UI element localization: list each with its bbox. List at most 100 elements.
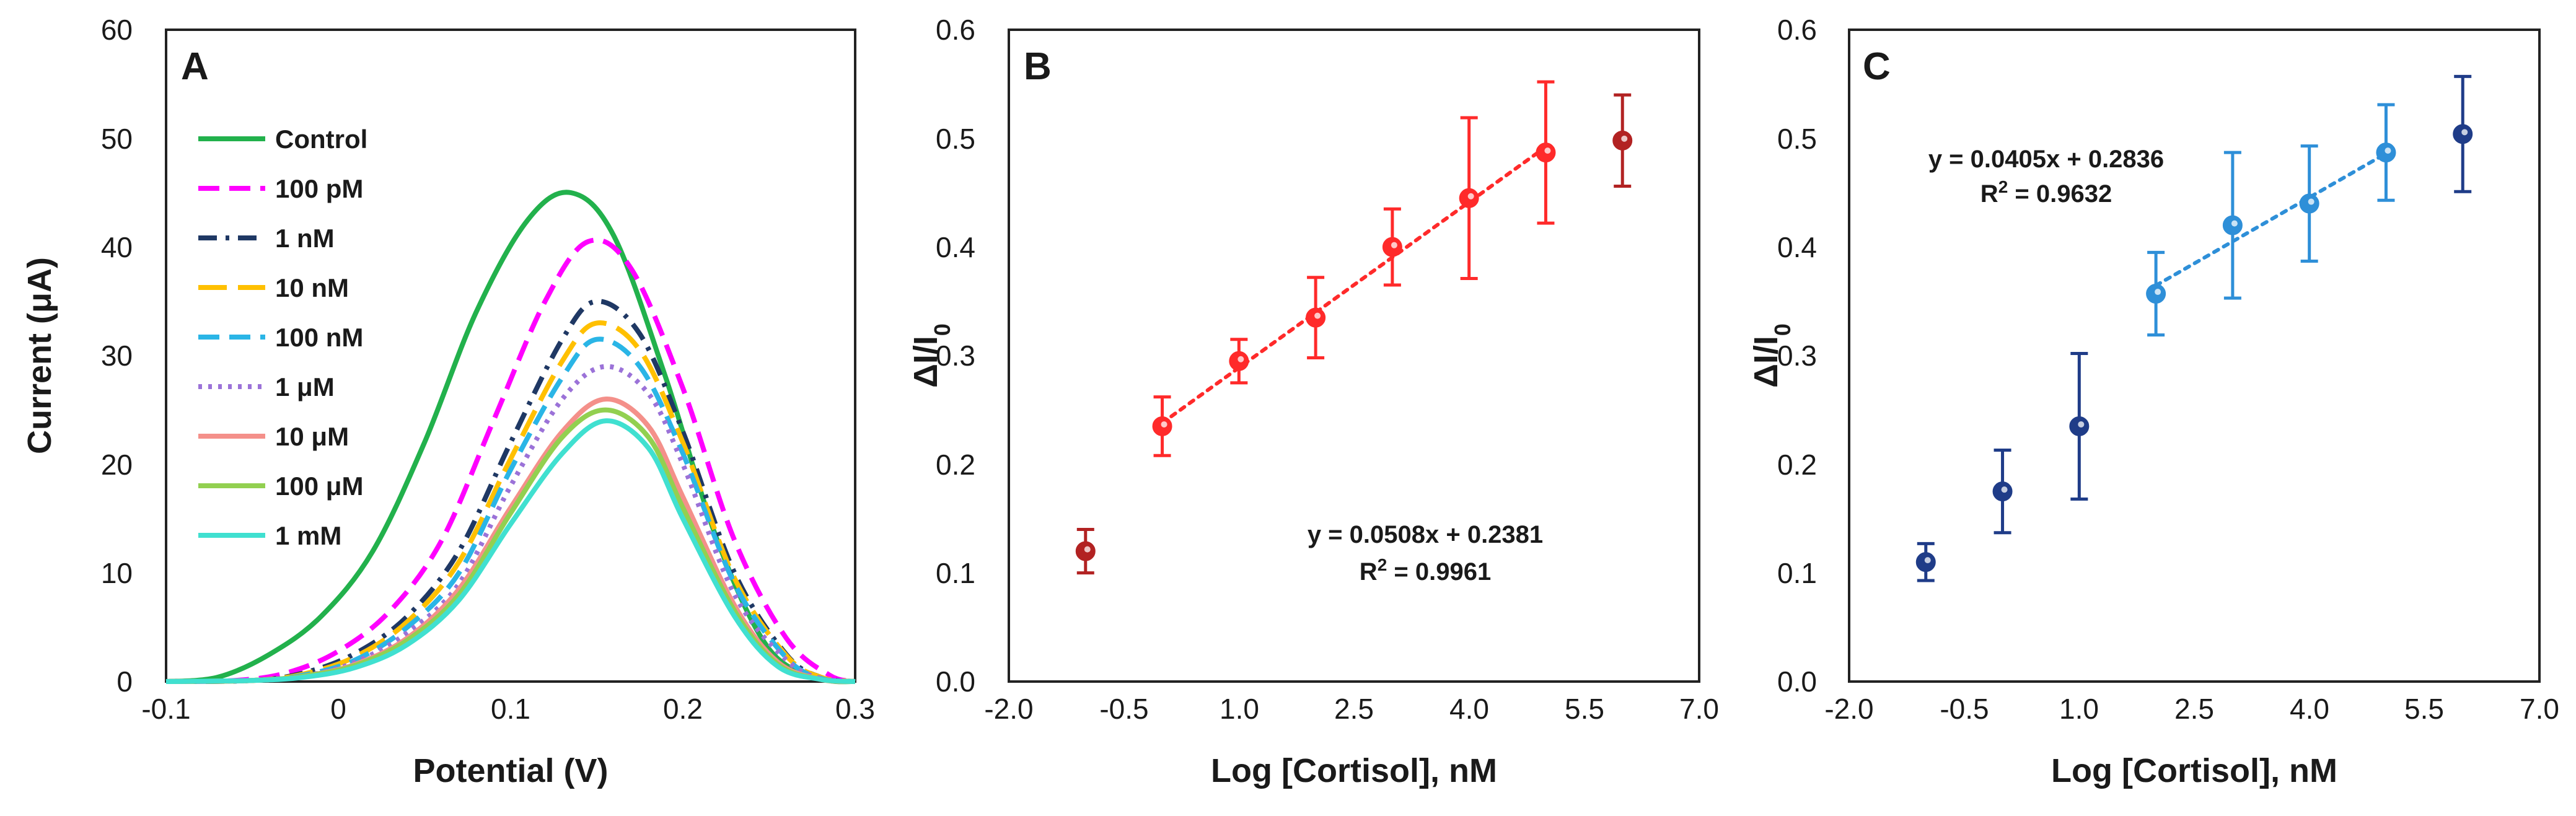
panel-b-x-ticks: -2.0 -0.5 1.0 2.5 4.0 5.5 7.0 <box>984 693 1719 725</box>
panel-b-equation: y = 0.0508x + 0.2381 <box>1308 521 1543 548</box>
panel-c-plot-area <box>1848 29 2541 683</box>
panel-c-ytick-label: 0.6 <box>1777 14 1817 46</box>
panel-a-xtick-label: -0.1 <box>141 693 190 725</box>
panel-b-ytick-label: 0.4 <box>936 231 975 263</box>
point-highlight <box>2001 486 2008 493</box>
panel-b-r-squared: R2 = 0.9961 <box>1360 555 1491 586</box>
panel-c-equation: y = 0.0405x + 0.2836 <box>1928 146 2164 173</box>
panel-c-xtick-label: 2.5 <box>2174 693 2214 725</box>
panel-b-ytick-label: 0.0 <box>936 665 975 698</box>
data-point <box>1306 276 1326 360</box>
panel-a-ytick-label: 60 <box>101 14 133 46</box>
panel-a-curves <box>165 190 856 685</box>
panel-b-r2-value: = 0.9961 <box>1387 558 1491 586</box>
panel-a-letter: A <box>181 45 209 88</box>
legend-label: 10 μM <box>275 422 349 451</box>
panel-b-xtick-label: 4.0 <box>1449 693 1489 725</box>
data-point <box>1075 528 1096 575</box>
panel-b-ytick-label: 0.1 <box>936 557 975 589</box>
panel-b-r2-prefix: R <box>1360 558 1378 586</box>
panel-c-y-ticks: 0.0 0.1 0.2 0.3 0.4 0.5 0.6 <box>1777 14 1817 698</box>
panel-c-letter: C <box>1863 45 1891 88</box>
point-highlight <box>2231 220 2238 227</box>
panel-c-xtick-label: -2.0 <box>1824 693 1873 725</box>
panel-a-y-ticks: 0 10 20 30 40 50 60 <box>101 14 133 698</box>
panel-b-xtick-label: 7.0 <box>1679 693 1719 725</box>
panel-b-ytick-label: 0.3 <box>936 340 975 372</box>
panel-a: 0 10 20 30 40 50 60 -0.1 0 0.1 0.2 0.3 P… <box>21 14 875 789</box>
data-point <box>2146 250 2166 337</box>
panel-c-y-axis-title: ΔI/I0 <box>1747 323 1795 388</box>
point-highlight <box>1621 135 1628 142</box>
panel-a-ytick-label: 40 <box>101 231 133 263</box>
panel-b-plot-area <box>1008 29 1700 683</box>
legend-label: 1 μM <box>275 372 335 401</box>
panel-c-r2-value: = 0.9632 <box>2008 180 2112 208</box>
panel-a-ytick-label: 50 <box>101 123 133 155</box>
data-point <box>2376 103 2396 202</box>
panel-b-y-ticks: 0.0 0.1 0.2 0.3 0.4 0.5 0.6 <box>936 14 975 698</box>
point-highlight <box>1084 546 1091 553</box>
panel-b-xtick-label: -0.5 <box>1099 693 1148 725</box>
panel-c-xtick-label: 5.5 <box>2404 693 2444 725</box>
legend-label: 100 μM <box>275 472 363 501</box>
panel-a-x-ticks: -0.1 0 0.1 0.2 0.3 <box>141 693 875 725</box>
data-point <box>2299 144 2319 263</box>
point-highlight <box>1391 242 1397 248</box>
series-line <box>165 418 856 684</box>
data-point <box>1229 338 1249 385</box>
panel-c-points <box>1915 74 2473 582</box>
panel-b-r2-exponent: 2 <box>1378 555 1387 574</box>
point-highlight <box>1237 356 1244 362</box>
data-point <box>1915 542 1936 582</box>
point-highlight <box>2461 129 2468 136</box>
panel-b-points <box>1075 80 1633 575</box>
panel-c-y-axis-title-subscript: 0 <box>1770 323 1795 336</box>
panel-b-xtick-label: 5.5 <box>1565 693 1604 725</box>
panel-b-xtick-label: 1.0 <box>1220 693 1259 725</box>
panel-b-y-axis-title: ΔI/I0 <box>907 323 955 388</box>
data-point <box>2222 151 2243 300</box>
panel-a-ytick-label: 10 <box>101 557 133 589</box>
legend-label: 1 mM <box>275 521 341 550</box>
panel-c-r-squared: R2 = 0.9632 <box>1980 177 2112 208</box>
point-highlight <box>1314 312 1321 319</box>
panel-a-xtick-label: 0.1 <box>491 693 530 725</box>
panel-c-ytick-label: 0.5 <box>1777 123 1817 155</box>
panel-c-xtick-label: 1.0 <box>2059 693 2099 725</box>
panel-b-ytick-label: 0.2 <box>936 449 975 481</box>
point-highlight <box>1161 421 1167 428</box>
panel-c-ytick-label: 0.4 <box>1777 231 1817 263</box>
panel-b-y-axis-title-subscript: 0 <box>930 323 955 336</box>
panel-c-xtick-label: 7.0 <box>2520 693 2559 725</box>
panel-c-ytick-label: 0.1 <box>1777 557 1817 589</box>
data-point <box>1459 116 1479 281</box>
panel-c-r2-exponent: 2 <box>1998 177 2008 196</box>
panel-c-y-axis-title-main: ΔI/I <box>1747 336 1785 388</box>
point-highlight <box>1544 147 1551 154</box>
data-point <box>1536 80 1556 225</box>
panel-c-x-ticks: -2.0 -0.5 1.0 2.5 4.0 5.5 7.0 <box>1824 693 2559 725</box>
panel-a-ytick-label: 20 <box>101 449 133 481</box>
point-highlight <box>2078 421 2085 428</box>
panel-c: 0.0 0.1 0.2 0.3 0.4 0.5 0.6 -2.0 -0.5 1.… <box>1747 14 2559 789</box>
panel-b: 0.0 0.1 0.2 0.3 0.4 0.5 0.6 -2.0 -0.5 1.… <box>907 14 1719 789</box>
data-point <box>1382 207 1402 287</box>
panel-b-y-axis-title-main: ΔI/I <box>907 336 944 388</box>
fit-line <box>2154 151 2388 287</box>
point-highlight <box>1924 557 1931 564</box>
panel-c-xtick-label: 4.0 <box>2290 693 2329 725</box>
panel-a-ytick-label: 30 <box>101 340 133 372</box>
legend-label: Control <box>275 125 367 154</box>
panel-a-y-axis-title: Current (μA) <box>21 257 58 454</box>
legend-label: 1 nM <box>275 224 335 253</box>
panel-c-ytick-label: 0.0 <box>1777 665 1817 698</box>
panel-c-fit <box>2154 151 2388 287</box>
panel-a-xtick-label: 0.3 <box>835 693 875 725</box>
panel-b-xtick-label: 2.5 <box>1334 693 1374 725</box>
data-point <box>1992 449 2013 535</box>
panel-b-x-axis-title: Log [Cortisol], nM <box>1211 752 1497 789</box>
panel-a-legend: Control 100 pM 1 nM 10 nM 100 nM 1 μM 10 μM 100… <box>198 125 367 550</box>
point-highlight <box>2308 198 2314 205</box>
